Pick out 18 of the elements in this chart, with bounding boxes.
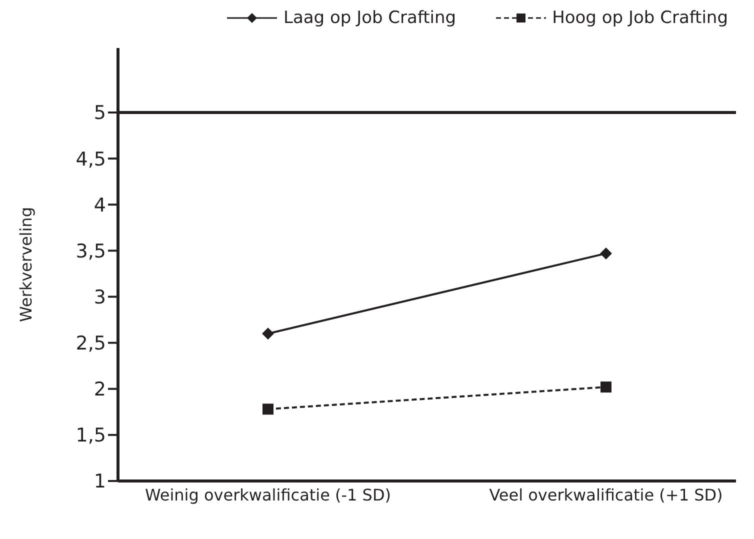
y-tick-label: 1 [94, 470, 106, 493]
x-tick-label: Veel overkwalificatie (+1 SD) [489, 485, 723, 504]
x-tick-label: Weinig overkwalificatie (-1 SD) [144, 485, 392, 504]
y-tick-label: 1,5 [76, 424, 106, 447]
y-tick-label: 3,5 [76, 240, 106, 262]
legend-label: Hoog op Job Crafting [552, 8, 728, 28]
point [262, 328, 274, 340]
legend-label: Laag op Job Crafting [283, 8, 456, 28]
y-tick-label: 5 [94, 102, 106, 124]
y-tick-label: 2 [94, 378, 106, 401]
y-tick-label: 4,5 [76, 148, 106, 170]
y-tick-label: 2,5 [76, 332, 106, 355]
y-tick-label: 3 [94, 286, 106, 308]
y-tick-label: 4 [94, 194, 106, 216]
point [262, 404, 274, 415]
point [600, 382, 612, 393]
point [600, 247, 612, 260]
y-axis-title: Werkverveling [16, 207, 36, 322]
